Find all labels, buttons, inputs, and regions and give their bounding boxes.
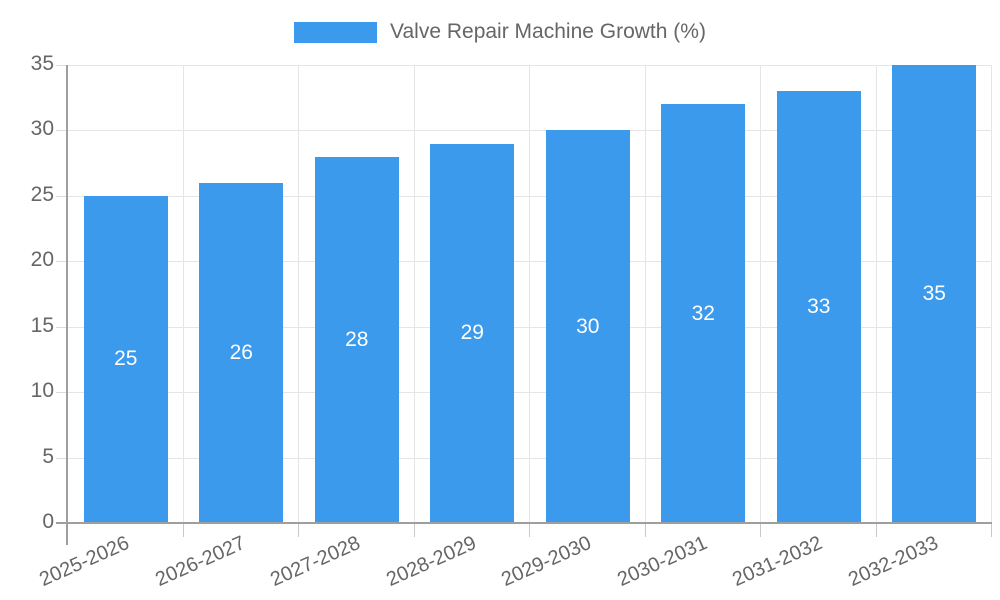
bar[interactable]: 28 xyxy=(314,156,399,523)
legend-item[interactable]: Valve Repair Machine Growth (%) xyxy=(0,20,1000,44)
bar[interactable]: 35 xyxy=(892,65,977,523)
x-tick-label: 2028-2029 xyxy=(382,532,480,592)
bar-value-label: 33 xyxy=(807,295,831,319)
bar-value-label: 32 xyxy=(691,301,715,325)
h-gridline xyxy=(68,65,992,66)
y-tick-mark xyxy=(56,195,68,197)
y-tick-mark xyxy=(56,130,68,132)
x-axis-line xyxy=(56,522,992,524)
bar[interactable]: 30 xyxy=(545,130,630,523)
x-tick-mark xyxy=(875,523,877,537)
x-tick-label: 2025-2026 xyxy=(36,532,133,592)
y-tick-label: 35 xyxy=(30,52,54,76)
x-tick-mark xyxy=(644,523,646,537)
y-tick-mark xyxy=(56,261,68,263)
x-tick-label: 2030-2031 xyxy=(613,532,711,592)
legend-swatch-icon xyxy=(294,21,378,43)
bar[interactable]: 25 xyxy=(83,195,168,523)
legend-label: Valve Repair Machine Growth (%) xyxy=(390,20,706,43)
bar[interactable]: 32 xyxy=(661,104,746,523)
bar[interactable]: 26 xyxy=(199,182,284,523)
bar-value-label: 28 xyxy=(345,327,369,351)
v-gridline xyxy=(529,65,530,523)
y-tick-label: 0 xyxy=(42,510,54,534)
bar-value-label: 35 xyxy=(922,282,946,305)
bar-value-label: 26 xyxy=(229,340,253,364)
y-axis-line xyxy=(66,65,68,545)
h-gridline xyxy=(68,392,992,394)
y-tick-mark xyxy=(56,326,68,328)
v-gridline xyxy=(644,65,646,523)
v-gridline xyxy=(182,65,184,523)
y-tick-mark xyxy=(56,457,68,459)
x-tick-mark xyxy=(413,523,415,537)
h-gridline xyxy=(68,326,992,328)
x-tick-mark xyxy=(529,523,530,537)
v-gridline xyxy=(413,65,415,523)
bar[interactable]: 29 xyxy=(430,143,515,523)
h-gridline xyxy=(68,457,992,459)
v-gridline xyxy=(875,65,877,523)
x-tick-label: 2031-2032 xyxy=(729,532,826,592)
x-tick-mark xyxy=(298,523,299,537)
y-tick-label: 10 xyxy=(30,379,54,403)
bar-value-label: 29 xyxy=(460,321,484,345)
v-gridline xyxy=(991,65,992,523)
x-tick-label: 2027-2028 xyxy=(267,532,364,592)
x-tick-label: 2029-2030 xyxy=(498,532,595,592)
x-tick-label: 2032-2033 xyxy=(844,532,942,592)
h-gridline xyxy=(68,130,992,132)
y-tick-label: 5 xyxy=(42,444,54,468)
y-tick-label: 30 xyxy=(30,117,54,141)
v-gridline xyxy=(298,65,299,523)
bar[interactable]: 33 xyxy=(776,91,861,523)
plot-area: 25 26 28 29 30 32 33 35 xyxy=(68,65,992,523)
x-tick-mark xyxy=(182,523,184,537)
y-tick-label: 20 xyxy=(30,248,54,272)
y-tick-mark xyxy=(56,392,68,394)
bar-value-label: 25 xyxy=(114,347,138,371)
y-tick-label: 25 xyxy=(30,182,54,206)
y-tick-mark xyxy=(56,65,68,66)
bar-value-label: 30 xyxy=(576,314,600,338)
x-tick-mark xyxy=(760,523,761,537)
x-tick-mark xyxy=(991,523,992,537)
y-tick-label: 15 xyxy=(30,313,54,337)
x-tick-label: 2026-2027 xyxy=(151,532,249,592)
h-gridline xyxy=(68,195,992,197)
h-gridline xyxy=(68,261,992,263)
v-gridline xyxy=(760,65,761,523)
